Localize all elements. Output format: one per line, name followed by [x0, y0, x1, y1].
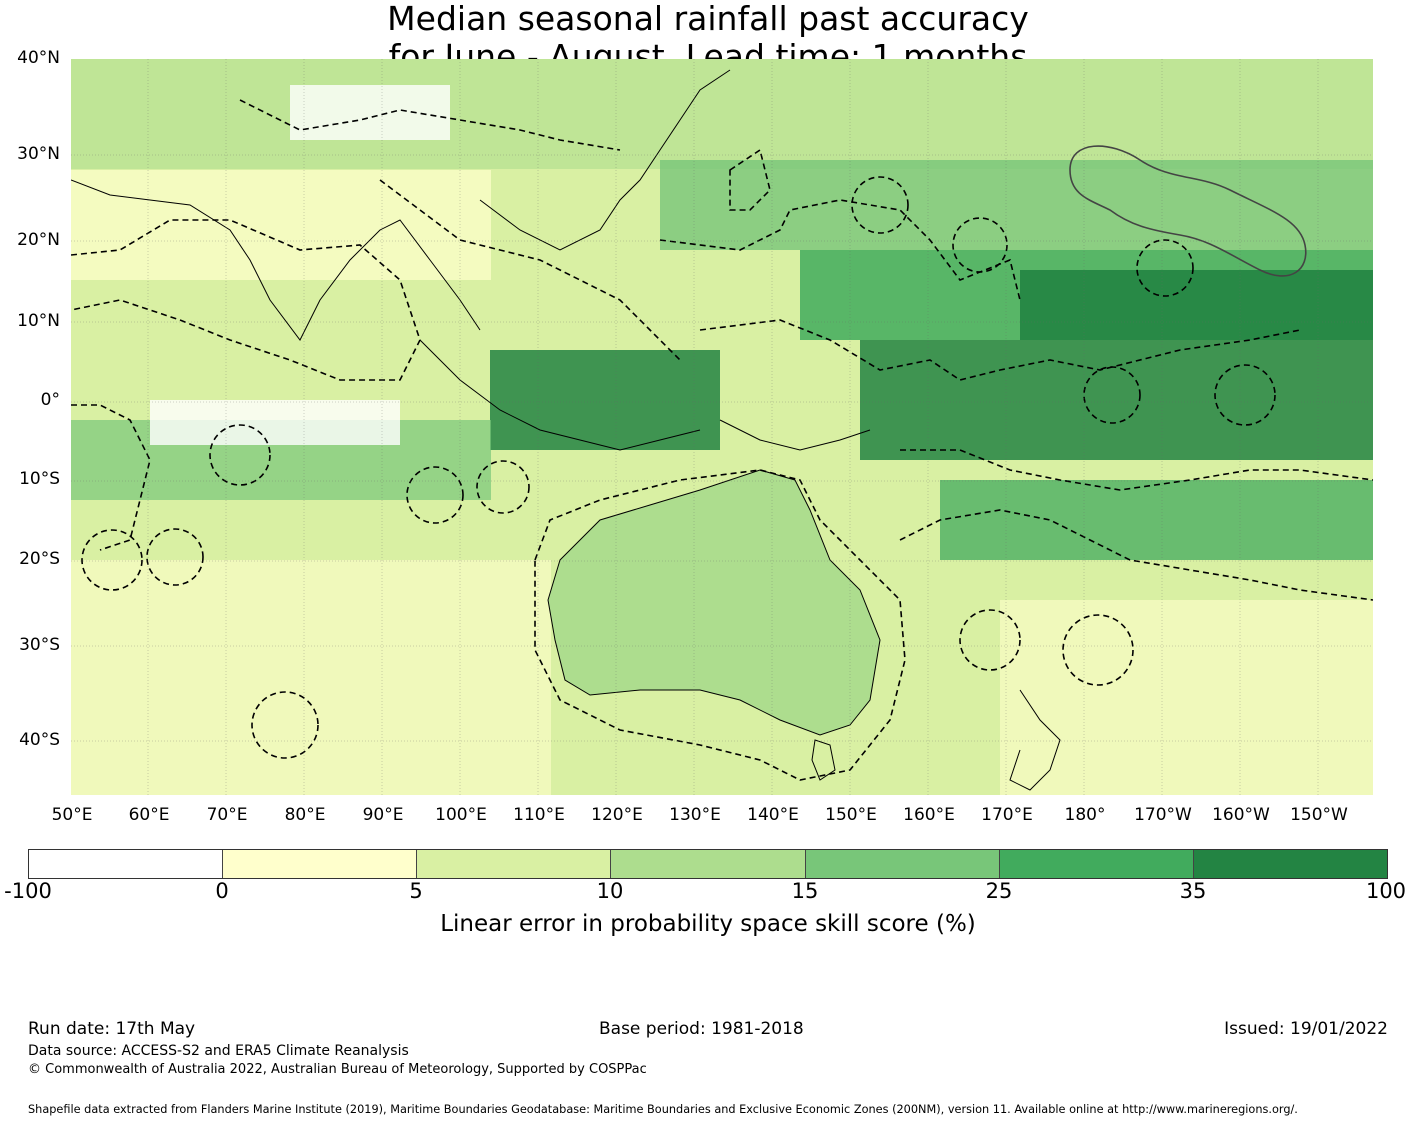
lat-label: 10°S: [19, 469, 60, 489]
colorbar-segment: [223, 850, 418, 878]
lon-label: 80°E: [284, 805, 326, 825]
colorbar-segment: [29, 850, 224, 878]
map-title-line1: Median seasonal rainfall past accuracy: [387, 0, 1029, 38]
lon-label: 100°E: [435, 805, 487, 825]
lat-label: 20°S: [19, 549, 60, 569]
data-source: Data source: ACCESS-S2 and ERA5 Climate …: [28, 1043, 409, 1059]
lon-label: 140°E: [747, 805, 799, 825]
colorbar-tick-label: 10: [596, 879, 624, 903]
lat-label: 30°S: [19, 635, 60, 655]
colorbar-tick-label: 35: [1179, 879, 1207, 903]
lon-label: 110°E: [513, 805, 565, 825]
skill-band-south-indian: [71, 560, 551, 795]
colorbar-tick-label: 0: [215, 879, 229, 903]
skill-score-map: [71, 59, 1373, 795]
lon-label: 70°E: [206, 805, 248, 825]
lon-label: 170°E: [981, 805, 1033, 825]
lon-label: 90°E: [362, 805, 404, 825]
base-period: Base period: 1981-2018: [599, 1019, 804, 1039]
eez-boundaries: [71, 99, 1373, 781]
lon-label: 160°W: [1212, 805, 1270, 825]
lat-label: 10°N: [17, 311, 60, 331]
colorbar-tick-label: 25: [985, 879, 1013, 903]
issued-date: Issued: 19/01/2022: [1224, 1019, 1388, 1039]
lon-label: 120°E: [591, 805, 643, 825]
skill-band-maritime-continent: [490, 350, 720, 450]
colorbar-tick-label: 5: [409, 879, 423, 903]
lat-label: 0°: [40, 390, 60, 410]
hawaii-eez-outline: [1069, 145, 1307, 277]
australia-outline: [547, 469, 881, 736]
lat-label: 40°S: [19, 730, 60, 750]
colorbar: [28, 849, 1388, 879]
skill-band-itcz-core: [1020, 270, 1373, 340]
skill-band-north-pacific: [660, 160, 1373, 250]
lat-label: 20°N: [17, 230, 60, 250]
coastlines: [71, 69, 1061, 791]
colorbar-segment: [417, 850, 612, 878]
run-date: Run date: 17th May: [28, 1019, 196, 1039]
lon-label: 170°W: [1134, 805, 1192, 825]
colorbar-tick-label: 100: [1365, 879, 1407, 903]
lon-label: 60°E: [128, 805, 170, 825]
skill-band-spcz: [940, 480, 1373, 560]
skill-band-india: [71, 170, 491, 280]
lon-label: 180°: [1064, 805, 1106, 825]
lat-label: 30°N: [17, 144, 60, 164]
skill-band-equatorial-pacific: [860, 340, 1373, 460]
graticule: [71, 59, 1373, 795]
colorbar-segment: [611, 850, 806, 878]
colorbar-segment: [1193, 850, 1387, 878]
colorbar-tick-label: 15: [791, 879, 819, 903]
colorbar-segment: [805, 850, 1000, 878]
colorbar-label: Linear error in probability space skill …: [440, 911, 976, 937]
lat-label: 40°N: [17, 48, 60, 68]
shapefile-credit: Shapefile data extracted from Flanders M…: [28, 1103, 1298, 1116]
skill-band-low-tibet: [290, 85, 450, 140]
copyright: © Commonwealth of Australia 2022, Austra…: [28, 1062, 647, 1077]
skill-band-south-pacific: [1000, 600, 1373, 795]
lon-label: 160°E: [903, 805, 955, 825]
lon-label: 130°E: [669, 805, 721, 825]
skill-band-north: [71, 59, 1373, 169]
colorbar-tick-label: -100: [4, 879, 52, 903]
skill-band-low-indian: [150, 400, 400, 445]
lon-label: 150°E: [825, 805, 877, 825]
lon-label: 150°W: [1290, 805, 1348, 825]
lon-label: 50°E: [51, 805, 93, 825]
colorbar-segment: [999, 850, 1194, 878]
